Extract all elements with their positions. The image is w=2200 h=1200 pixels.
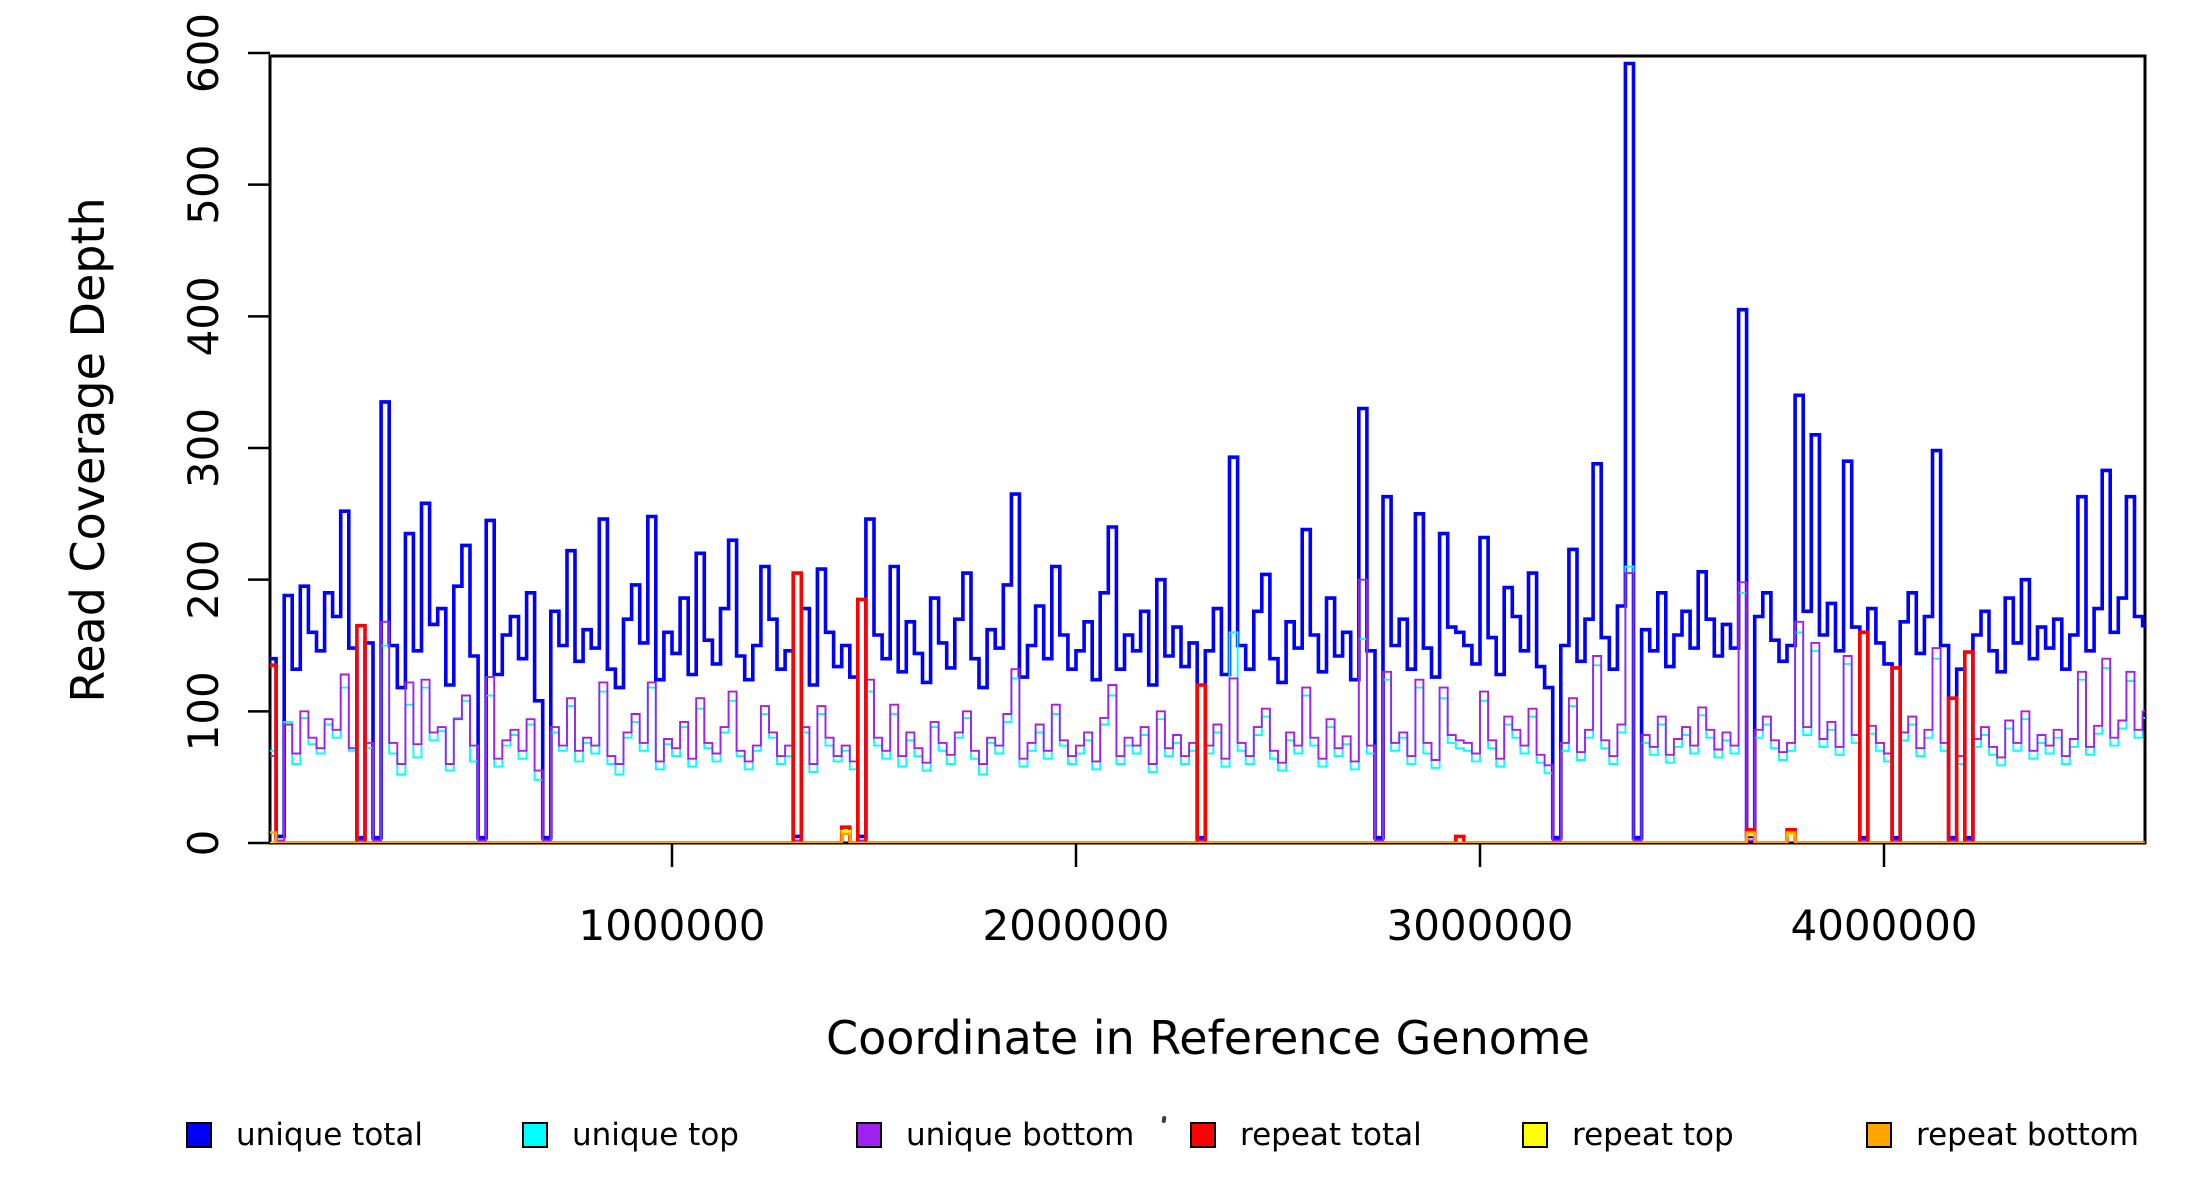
x-tick-label: 2000000: [982, 901, 1169, 950]
y-tick-label: 200: [179, 540, 228, 620]
x-axis-title: Coordinate in Reference Genome: [826, 1011, 1590, 1065]
legend-item-repeat-total: repeat total: [1190, 1110, 1422, 1160]
legend-item-repeat-top: repeat top: [1522, 1110, 1734, 1160]
legend-item-unique-top: unique top: [522, 1110, 739, 1160]
repeat-top-swatch-icon: [1522, 1122, 1548, 1148]
y-tick-label: 300: [179, 408, 228, 488]
unique-bottom-swatch-icon: [856, 1122, 882, 1148]
legend-label: unique bottom: [906, 1117, 1135, 1153]
legend-item-repeat-bottom: repeat bottom: [1866, 1110, 2139, 1160]
y-tick-label: 100: [179, 671, 228, 751]
series-repeat-total: [270, 571, 2145, 843]
legend: unique total unique top unique bottom re…: [0, 1110, 2200, 1160]
x-tick-label: 1000000: [578, 901, 765, 950]
series-unique-total: [270, 61, 2145, 840]
series-group: [270, 61, 2145, 843]
repeat-bottom-swatch-icon: [1866, 1122, 1892, 1148]
y-axis-title: Read Coverage Depth: [61, 197, 115, 703]
y-tick-label: 600: [179, 13, 228, 93]
unique-total-swatch-icon: [186, 1122, 212, 1148]
y-tick-label: 500: [179, 145, 228, 225]
legend-label: unique top: [572, 1117, 739, 1153]
x-tick-label: 3000000: [1386, 901, 1573, 950]
legend-label: unique total: [236, 1117, 424, 1153]
y-tick-label: 0: [179, 830, 228, 857]
x-tick-label: 4000000: [1790, 901, 1977, 950]
legend-label: repeat total: [1240, 1117, 1422, 1153]
legend-item-unique-total: unique total: [186, 1110, 423, 1160]
repeat-total-swatch-icon: [1190, 1122, 1216, 1148]
legend-label: repeat top: [1572, 1117, 1734, 1153]
y-tick-label: 400: [179, 276, 228, 356]
series-unique-bottom: [270, 572, 2145, 842]
unique-top-swatch-icon: [522, 1122, 548, 1148]
legend-label: repeat bottom: [1916, 1117, 2140, 1153]
legend-item-unique-bottom: unique bottom: [856, 1110, 1134, 1160]
